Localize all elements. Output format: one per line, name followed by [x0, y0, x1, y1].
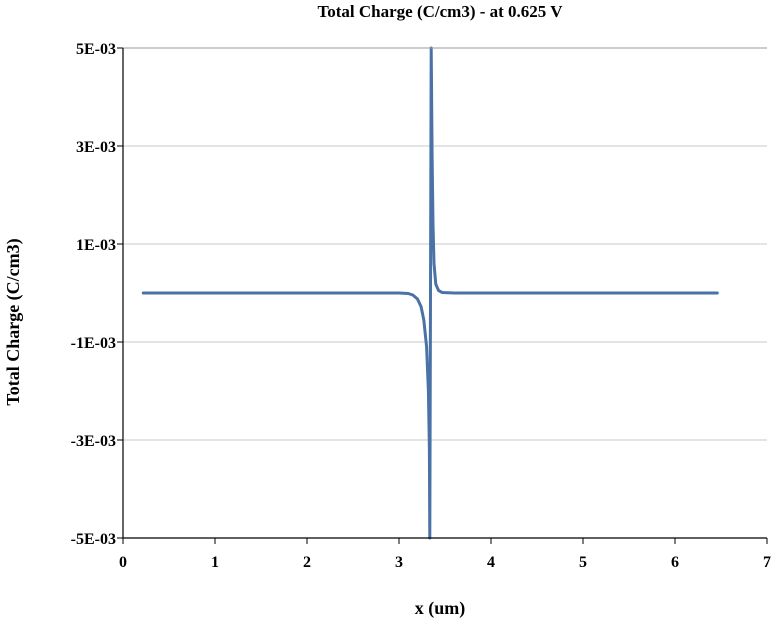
y-tick-label: 5E-03: [76, 41, 116, 58]
y-tick-label: -1E-03: [71, 335, 116, 352]
plot-series: [141, 46, 719, 540]
y-tick-label: 3E-03: [76, 139, 116, 156]
x-tick-label: 3: [395, 554, 403, 571]
x-tick-label: 0: [119, 554, 127, 571]
x-tick-label: 6: [671, 554, 679, 571]
grid-lines: [123, 145, 767, 441]
y-tick-label: -3E-03: [71, 433, 116, 450]
y-tick-label: 1E-03: [76, 237, 116, 254]
axes: [117, 47, 768, 544]
y-tick-labels: 5E-03 3E-03 1E-03 -1E-03 -3E-03 -5E-03: [71, 41, 116, 548]
x-tick-label: 1: [211, 554, 219, 571]
y-axis-label: Total Charge (C/cm3): [3, 238, 24, 405]
y-tick-label: -5E-03: [71, 531, 116, 548]
x-tick-label: 2: [303, 554, 311, 571]
x-axis-label: x (um): [415, 598, 466, 619]
x-tick-label: 4: [487, 554, 495, 571]
x-tick-label: 5: [579, 554, 587, 571]
chart-title: Total Charge (C/cm3) - at 0.625 V: [317, 2, 563, 21]
x-tick-labels: 0 1 2 3 4 5 6 7: [119, 554, 771, 571]
x-tick-label: 7: [763, 554, 771, 571]
series-line: [141, 46, 719, 540]
